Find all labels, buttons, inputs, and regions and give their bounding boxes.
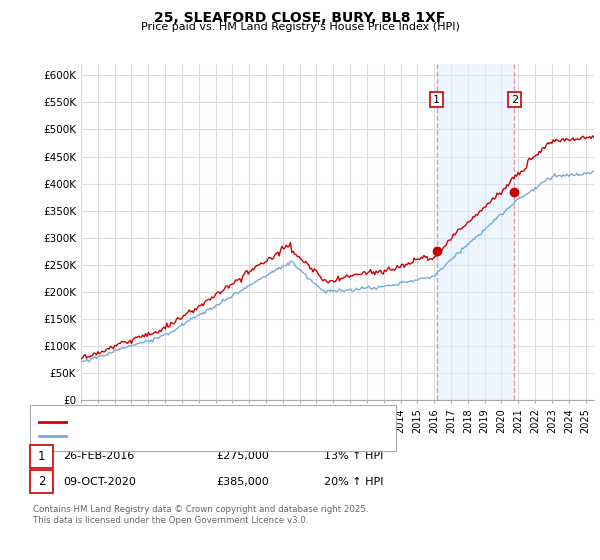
Text: Price paid vs. HM Land Registry's House Price Index (HPI): Price paid vs. HM Land Registry's House …	[140, 22, 460, 32]
Text: 25, SLEAFORD CLOSE, BURY, BL8 1XF: 25, SLEAFORD CLOSE, BURY, BL8 1XF	[154, 11, 446, 25]
Text: HPI: Average price, detached house, Bury: HPI: Average price, detached house, Bury	[72, 431, 289, 441]
Text: £385,000: £385,000	[216, 477, 269, 487]
Text: 09-OCT-2020: 09-OCT-2020	[63, 477, 136, 487]
Text: 2: 2	[38, 475, 45, 488]
Text: Contains HM Land Registry data © Crown copyright and database right 2025.
This d: Contains HM Land Registry data © Crown c…	[33, 505, 368, 525]
Text: 1: 1	[433, 95, 440, 105]
Text: £275,000: £275,000	[216, 451, 269, 461]
Text: 26-FEB-2016: 26-FEB-2016	[63, 451, 134, 461]
Text: 25, SLEAFORD CLOSE, BURY, BL8 1XF (detached house): 25, SLEAFORD CLOSE, BURY, BL8 1XF (detac…	[72, 417, 362, 427]
Bar	[437, 64, 514, 400]
Text: 13% ↑ HPI: 13% ↑ HPI	[324, 451, 383, 461]
Text: 2: 2	[511, 95, 518, 105]
Text: 20% ↑ HPI: 20% ↑ HPI	[324, 477, 383, 487]
Text: 1: 1	[38, 450, 45, 463]
